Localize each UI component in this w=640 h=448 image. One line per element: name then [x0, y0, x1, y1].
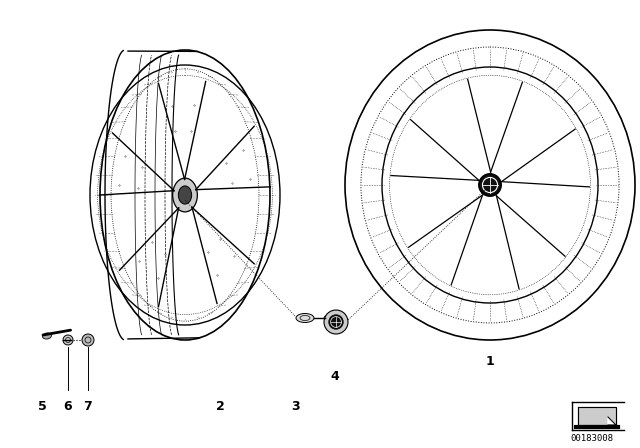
Text: 2: 2: [216, 400, 225, 413]
Circle shape: [329, 315, 343, 329]
Text: 4: 4: [331, 370, 339, 383]
Ellipse shape: [42, 333, 51, 339]
Text: 1: 1: [486, 355, 494, 368]
Text: 5: 5: [38, 400, 46, 413]
Circle shape: [324, 310, 348, 334]
Polygon shape: [578, 407, 616, 425]
Text: 7: 7: [84, 400, 92, 413]
Circle shape: [479, 174, 501, 196]
Text: 00183008: 00183008: [570, 434, 613, 443]
Ellipse shape: [173, 178, 197, 212]
Circle shape: [82, 334, 94, 346]
Text: 6: 6: [64, 400, 72, 413]
Circle shape: [63, 335, 73, 345]
Polygon shape: [608, 417, 616, 425]
Ellipse shape: [324, 315, 330, 320]
Ellipse shape: [179, 186, 191, 204]
Ellipse shape: [296, 314, 314, 323]
Text: 3: 3: [291, 400, 300, 413]
